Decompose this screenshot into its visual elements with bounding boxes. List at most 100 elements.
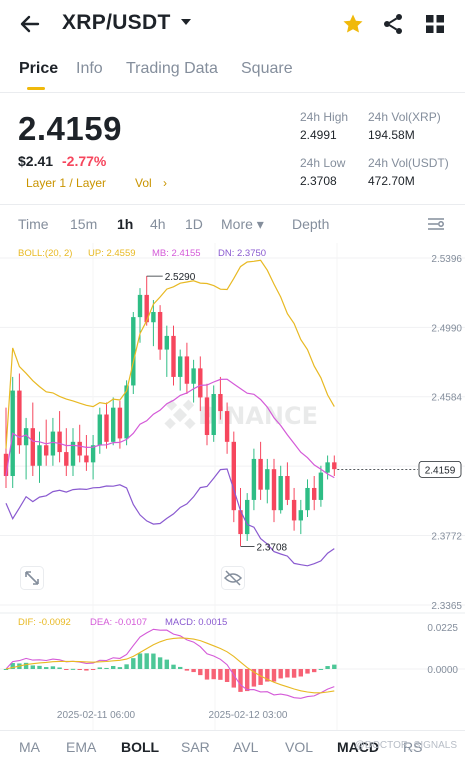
macd-histogram-bar xyxy=(104,667,109,669)
macd-histogram-bar xyxy=(325,666,330,669)
macd-histogram-bar xyxy=(231,669,236,688)
hide-eye-icon[interactable] xyxy=(221,566,245,590)
macd-histogram-bar xyxy=(37,665,42,669)
indicator-ema[interactable]: EMA xyxy=(66,739,97,755)
watermark-text: @DOCTOR_SIGNALS xyxy=(354,740,457,751)
star-favorite-icon[interactable] xyxy=(341,12,365,36)
active-tab-indicator xyxy=(27,87,45,90)
chart-settings-icon[interactable] xyxy=(427,216,445,232)
candle xyxy=(157,311,163,350)
tab-trading-data[interactable]: Trading Data xyxy=(126,60,218,77)
candle xyxy=(104,414,109,442)
boll-up-label: UP: 2.4559 xyxy=(88,248,136,259)
candle xyxy=(178,356,183,377)
candle xyxy=(224,411,230,442)
candle xyxy=(251,458,257,500)
macd-histogram-bar xyxy=(157,657,163,669)
macd-histogram-bar xyxy=(191,669,196,673)
macd-y-tick-label: 0.0000 xyxy=(427,665,458,676)
macd-histogram-bar xyxy=(111,665,116,669)
vol-xrp-label: 24h Vol(XRP) xyxy=(368,110,441,124)
macd-histogram-bar xyxy=(265,669,270,682)
candle xyxy=(144,294,149,323)
candle xyxy=(151,311,156,323)
macd-histogram-bar xyxy=(90,669,96,670)
last-price-label: 2.4159 xyxy=(425,465,456,476)
candle xyxy=(57,431,62,453)
candle xyxy=(245,499,250,535)
macd-histogram-bar xyxy=(131,658,136,669)
boll-mb-label: MB: 2.4155 xyxy=(152,248,201,259)
category-tag-vol[interactable]: Vol xyxy=(135,176,152,190)
candle xyxy=(64,452,69,466)
candle xyxy=(137,294,143,318)
vol-usdt-label: 24h Vol(USDT) xyxy=(368,156,449,170)
macd-histogram-bar xyxy=(298,669,303,677)
indicator-ma[interactable]: MA xyxy=(19,739,40,755)
y-tick-label: 2.5396 xyxy=(431,254,462,265)
timeframe-1d[interactable]: 1D xyxy=(185,216,203,232)
y-tick-label: 2.4990 xyxy=(431,323,462,334)
fullscreen-icon[interactable] xyxy=(20,566,44,590)
high-annotation: 2.5290 xyxy=(165,272,196,283)
share-icon[interactable] xyxy=(381,12,405,36)
candle xyxy=(305,487,310,511)
macd-histogram-bar xyxy=(245,669,250,692)
indicator-rsi[interactable]: RS xyxy=(403,739,423,755)
timeframe-more[interactable]: More ▾ xyxy=(221,216,264,232)
candle xyxy=(278,476,283,511)
vol-usdt-value: 472.70M xyxy=(368,174,415,188)
y-tick-label: 2.3772 xyxy=(431,531,462,542)
boll-middle-line xyxy=(5,378,335,479)
candle xyxy=(23,428,29,446)
macd-histogram-bar xyxy=(137,653,143,669)
depth-tab[interactable]: Depth xyxy=(292,216,330,232)
category-tag-layer[interactable]: Layer 1 / Layer xyxy=(26,176,107,190)
divider xyxy=(0,204,465,205)
candle xyxy=(17,390,22,446)
indicator-boll[interactable]: BOLL xyxy=(121,739,160,755)
macd-histogram-bar xyxy=(258,669,263,685)
indicator-sar[interactable]: SAR xyxy=(181,739,210,755)
candle xyxy=(171,335,176,377)
indicator-avl[interactable]: AVL xyxy=(233,739,259,755)
tab-square[interactable]: Square xyxy=(241,60,293,77)
macd-histogram-bar xyxy=(97,667,102,669)
timeframe-time[interactable]: Time xyxy=(18,216,49,232)
tab-info[interactable]: Info xyxy=(76,60,103,77)
boll-label: BOLL:(20, 2) xyxy=(18,248,72,259)
usd-price: $2.41 xyxy=(18,153,54,169)
macd-histogram-bar xyxy=(198,669,203,676)
caret-down-icon[interactable] xyxy=(178,14,194,30)
macd-dif-line xyxy=(5,628,335,699)
low-annotation: 2.3708 xyxy=(257,542,288,553)
macd-histogram-bar xyxy=(23,662,29,669)
macd-histogram-bar xyxy=(50,666,56,669)
macd-histogram-bar xyxy=(164,659,169,669)
indicator-macd[interactable]: MACD xyxy=(337,739,379,755)
macd-histogram-bar xyxy=(3,669,9,670)
tab-price[interactable]: Price xyxy=(19,60,59,77)
price-chart[interactable]: BINANCE 2.53962.49902.45842.41782.37722.… xyxy=(0,243,465,730)
indicator-vol[interactable]: VOL xyxy=(285,739,314,755)
macd-histogram-bar xyxy=(117,667,123,669)
candle xyxy=(271,469,277,511)
back-arrow-icon[interactable] xyxy=(18,12,42,36)
chevron-right-icon[interactable]: › xyxy=(163,176,167,190)
macd-histogram-bar xyxy=(251,669,257,687)
timeframe-4h[interactable]: 4h xyxy=(150,216,166,232)
trading-pair-title[interactable]: XRP/USDT xyxy=(62,11,171,34)
last-price-box xyxy=(418,460,462,478)
macd-y-tick-label: 0.0225 xyxy=(427,623,458,634)
timeframe-15m[interactable]: 15m xyxy=(70,216,98,232)
macd-histogram-bar xyxy=(44,667,49,669)
timeframe-1h[interactable]: 1h xyxy=(117,216,134,232)
grid-menu-icon[interactable] xyxy=(423,12,447,36)
macd-histogram-bar xyxy=(271,669,277,682)
macd-histogram-bar xyxy=(30,665,35,669)
vol-xrp-value: 194.58M xyxy=(368,128,415,142)
section-tabs: Price Info Trading Data Square xyxy=(0,56,465,90)
macd-histogram-bar xyxy=(285,669,290,678)
macd-histogram-bar xyxy=(151,653,156,669)
macd-histogram-bar xyxy=(144,653,149,669)
